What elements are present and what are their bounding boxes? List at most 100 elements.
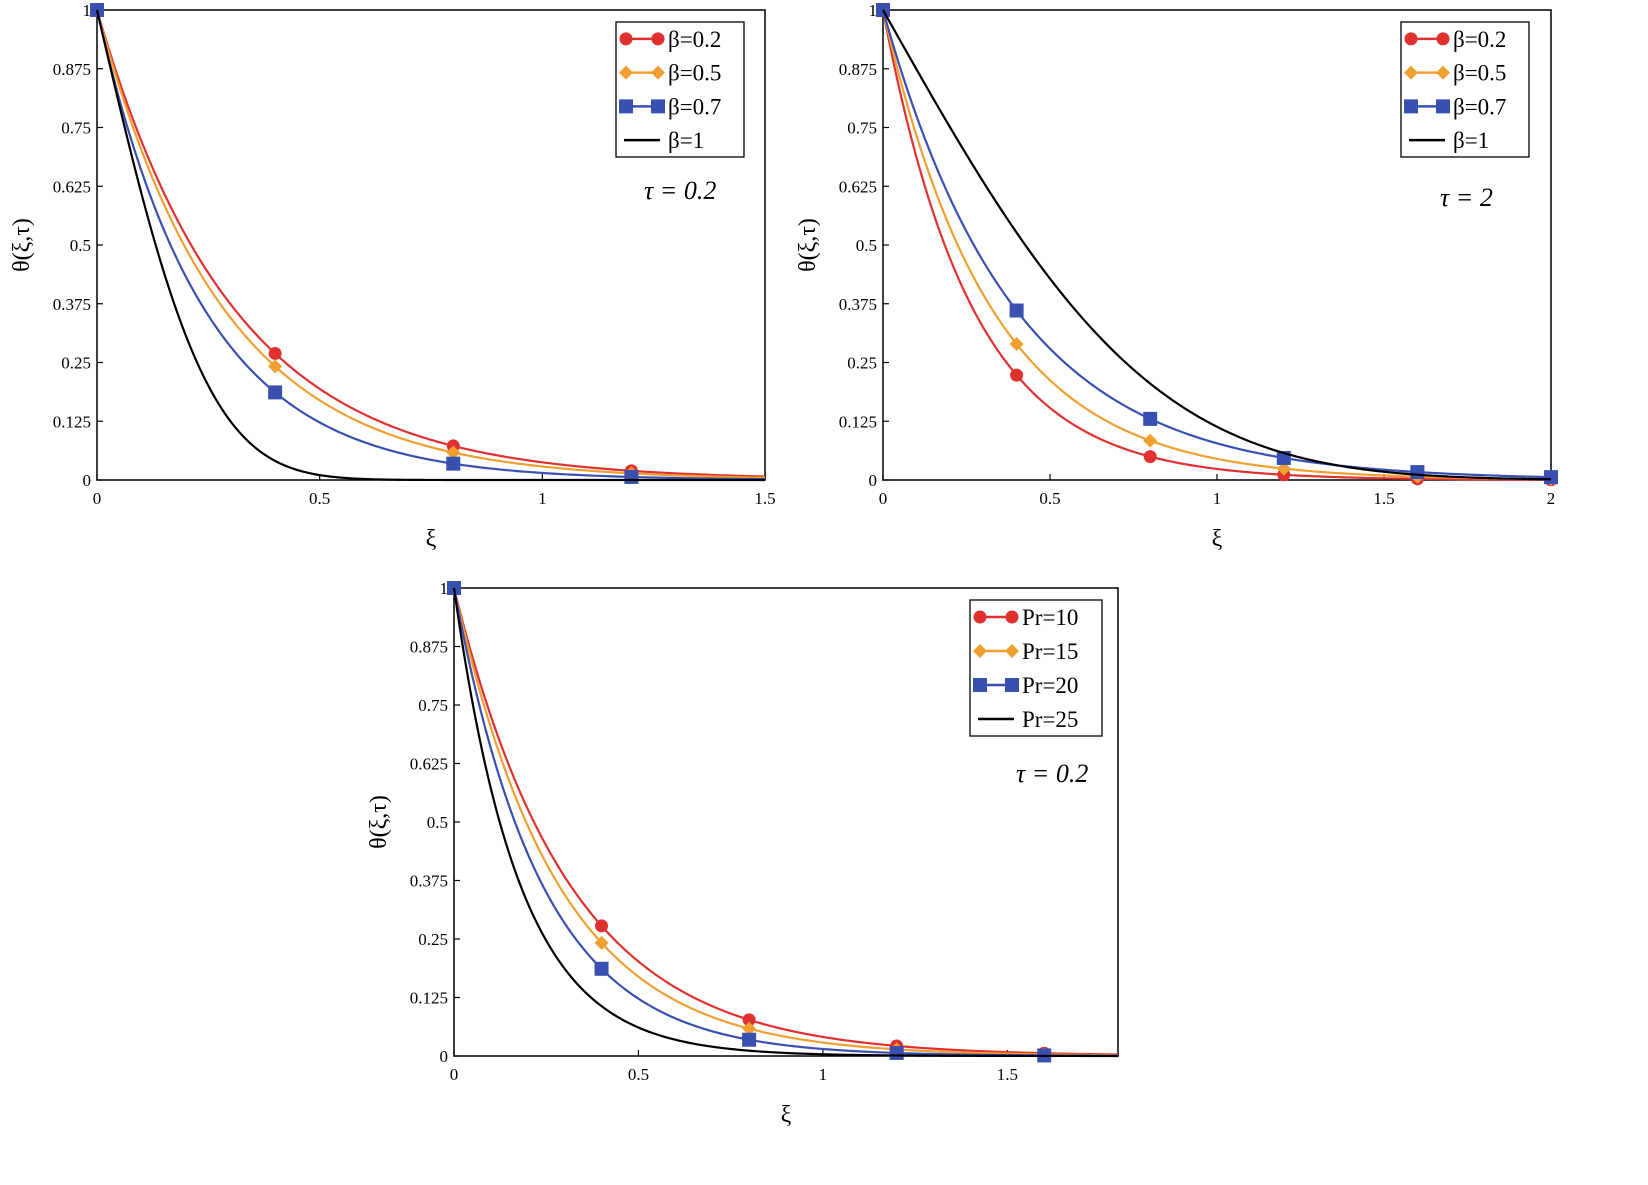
series-marker bbox=[594, 935, 609, 950]
legend-label: Pr=25 bbox=[1022, 707, 1078, 732]
chart-panel-3: 0 0.125 0.25 0.375 0.5 0.625 0.75 0.875 1 0 0.5 1 1.… bbox=[366, 579, 1119, 1128]
y-tick-label: 0.125 bbox=[410, 989, 448, 1008]
series-marker bbox=[624, 469, 639, 484]
y-tick-label: 0.5 bbox=[856, 236, 877, 255]
x-tick-label: 1 bbox=[538, 489, 547, 508]
y-tick-label: 0.125 bbox=[53, 412, 91, 431]
legend-label: Pr=10 bbox=[1022, 605, 1078, 630]
y-axis-label: θ(ξ,τ) bbox=[9, 218, 35, 272]
legend-marker bbox=[973, 678, 987, 692]
series-line bbox=[881, 9, 1552, 479]
x-axis-label: ξ bbox=[781, 1102, 792, 1128]
series-marker bbox=[1410, 465, 1425, 480]
series-marker bbox=[1276, 461, 1291, 476]
legend-marker bbox=[1404, 65, 1418, 80]
legend: β=0.2 β=0.5 β=0.7 β=1 bbox=[615, 21, 745, 158]
y-tick-label: 0.625 bbox=[53, 177, 91, 196]
y-tick-label: 0.25 bbox=[847, 354, 877, 373]
legend-label: β=0.2 bbox=[668, 27, 721, 52]
legend-marker bbox=[619, 32, 633, 46]
y-tick-label: 0.75 bbox=[418, 696, 448, 715]
legend-marker bbox=[1404, 32, 1418, 46]
chart-panel-2: 0 0.125 0.25 0.375 0.5 0.625 0.75 0.875 1 0 0.5 1 1.… bbox=[795, 1, 1558, 552]
y-tick-label: 0 bbox=[869, 471, 878, 490]
series-marker bbox=[1143, 433, 1158, 448]
series-marker bbox=[268, 346, 282, 360]
y-tick-label: 0.375 bbox=[53, 295, 91, 314]
legend: β=0.2 β=0.5 β=0.7 β=1 bbox=[1400, 21, 1530, 158]
legend-label: Pr=20 bbox=[1022, 673, 1078, 698]
y-axis-label: θ(ξ,τ) bbox=[366, 795, 392, 849]
y-tick-label: 0.625 bbox=[839, 177, 877, 196]
y-tick-label: 0.5 bbox=[427, 813, 448, 832]
x-tick-label: 0 bbox=[93, 489, 102, 508]
y-tick-label: 0.625 bbox=[410, 755, 448, 774]
series-line bbox=[95, 9, 765, 482]
x-axis-label: ξ bbox=[426, 526, 437, 552]
legend-label: β=0.5 bbox=[1453, 61, 1506, 86]
tau-annotation: τ = 0.2 bbox=[1016, 759, 1088, 788]
series-line bbox=[881, 9, 1552, 481]
series-line bbox=[882, 9, 1552, 481]
series-marker bbox=[1009, 336, 1024, 351]
series-marker bbox=[1143, 450, 1157, 464]
x-tick-label: 1.5 bbox=[754, 489, 775, 508]
legend-marker bbox=[619, 65, 633, 80]
series-marker bbox=[889, 1045, 904, 1060]
legend-marker bbox=[1404, 99, 1418, 114]
legend-label: β=1 bbox=[1453, 128, 1489, 153]
legend-box bbox=[615, 21, 745, 158]
y-tick-label: 0.25 bbox=[418, 930, 448, 949]
legend-marker bbox=[1005, 644, 1019, 658]
x-tick-label: 0 bbox=[879, 489, 888, 508]
series-marker bbox=[1010, 368, 1024, 382]
legend-marker bbox=[1436, 99, 1450, 114]
y-tick-label: 0.25 bbox=[61, 354, 91, 373]
series-line bbox=[95, 9, 766, 481]
y-tick-label: 0.875 bbox=[53, 60, 91, 79]
series-marker bbox=[268, 385, 283, 400]
legend-marker bbox=[651, 32, 665, 46]
legend: Pr=10 Pr=15 Pr=20 Pr=25 bbox=[969, 599, 1103, 737]
y-tick-label: 1 bbox=[869, 1, 878, 20]
legend-marker bbox=[1005, 678, 1019, 692]
y-tick-label: 0.75 bbox=[61, 119, 91, 138]
x-tick-label: 1.5 bbox=[997, 1065, 1018, 1084]
x-tick-label: 2 bbox=[1547, 489, 1556, 508]
legend-marker bbox=[651, 99, 665, 114]
series-line bbox=[452, 587, 1119, 1056]
y-tick-label: 0.875 bbox=[410, 638, 448, 657]
legend-marker bbox=[651, 65, 665, 80]
series-marker bbox=[268, 359, 283, 374]
x-axis-label: ξ bbox=[1212, 526, 1223, 552]
y-tick-label: 0.875 bbox=[839, 60, 877, 79]
tau-annotation: τ = 2 bbox=[1440, 183, 1493, 212]
x-tick-label: 1 bbox=[819, 1065, 828, 1084]
y-axis-label: θ(ξ,τ) bbox=[795, 218, 821, 272]
y-tick-label: 0.125 bbox=[839, 412, 877, 431]
series-line bbox=[95, 9, 766, 478]
x-tick-label: 1.5 bbox=[1373, 489, 1394, 508]
x-tick-label: 1 bbox=[1213, 489, 1222, 508]
x-tick-label: 0 bbox=[450, 1065, 459, 1084]
y-tick-label: 0.5 bbox=[70, 236, 91, 255]
series-line bbox=[881, 9, 1552, 481]
series-marker bbox=[742, 1032, 757, 1047]
series-line bbox=[452, 587, 1118, 1058]
legend-marker bbox=[973, 644, 987, 658]
legend-label: β=0.7 bbox=[1453, 94, 1506, 119]
series-line bbox=[95, 9, 766, 479]
series-marker bbox=[446, 456, 461, 471]
legend-marker bbox=[1436, 65, 1450, 80]
chart-panel-1: 0 0.125 0.25 0.375 0.5 0.625 0.75 0.875 1 0 0.5 1 1.… bbox=[9, 1, 776, 552]
y-tick-label: 0.75 bbox=[847, 119, 877, 138]
legend-label: Pr=15 bbox=[1022, 639, 1078, 664]
legend-marker bbox=[1005, 610, 1019, 624]
series-marker bbox=[1143, 411, 1158, 426]
legend-label: β=0.7 bbox=[668, 94, 721, 119]
series-marker bbox=[742, 1013, 756, 1027]
series-marker bbox=[594, 961, 609, 976]
series-marker bbox=[595, 919, 609, 933]
legend-label: β=1 bbox=[668, 128, 704, 153]
